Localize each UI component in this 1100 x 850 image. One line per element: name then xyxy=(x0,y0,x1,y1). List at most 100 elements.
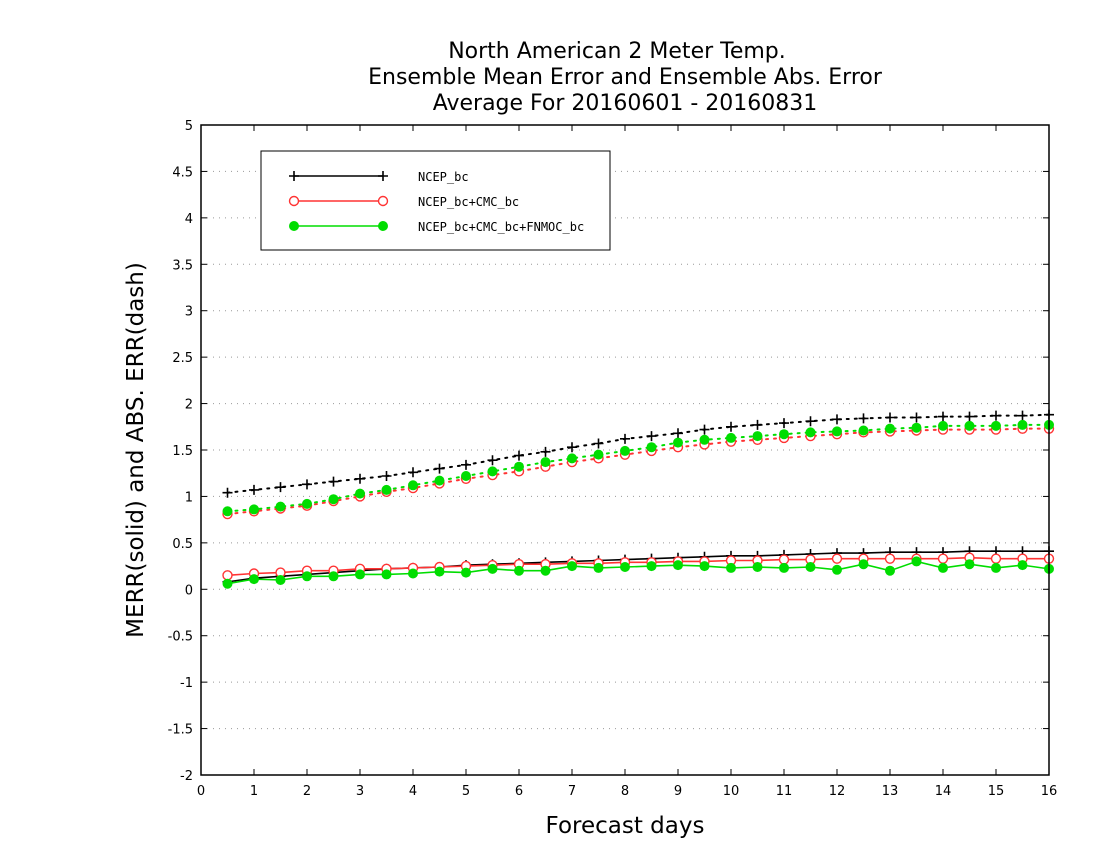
merr-point xyxy=(805,562,816,572)
abs-err-point xyxy=(487,455,498,466)
abs-err-point xyxy=(805,416,816,427)
x-tick-label: 4 xyxy=(409,784,417,799)
legend-marker-start xyxy=(289,171,299,181)
series-NCEP_bc+CMC_bc xyxy=(222,423,1055,581)
abs-err-point xyxy=(991,420,1001,431)
chart-title: North American 2 Meter Temp. Ensemble Me… xyxy=(368,39,883,116)
legend-entry: NCEP_bc+CMC_bc xyxy=(288,195,519,209)
legend-marker-start xyxy=(289,221,299,231)
x-axis-ticks: 0 1 2 3 4 5 6 7 8 9 10 11 12 13 14 15 16 xyxy=(197,125,1057,799)
merr-point xyxy=(355,569,365,580)
y-tick-label: 3.5 xyxy=(172,258,193,273)
merr-point xyxy=(884,553,896,564)
merr-point xyxy=(620,562,630,572)
merr-point xyxy=(408,568,418,579)
title-line-1: North American 2 Meter Temp. xyxy=(448,39,786,64)
y-tick-label: -0.5 xyxy=(168,630,193,645)
x-tick-label: 1 xyxy=(250,784,258,799)
x-tick-label: 9 xyxy=(674,784,682,799)
y-tick-label: 1.5 xyxy=(172,444,193,459)
abs-err-point xyxy=(381,484,392,495)
x-tick-label: 13 xyxy=(882,784,899,799)
abs-err-point xyxy=(302,498,312,509)
abs-err-point xyxy=(1017,419,1028,430)
abs-err-point xyxy=(673,437,683,448)
abs-err-line xyxy=(226,423,1050,513)
abs-err-point xyxy=(567,442,577,453)
merr-point xyxy=(302,571,312,582)
y-tick-label: 4.5 xyxy=(172,165,193,180)
title-line-2: Ensemble Mean Error and Ensemble Abs. Er… xyxy=(368,65,883,90)
abs-err-point xyxy=(911,422,922,433)
abs-err-point xyxy=(514,461,524,472)
abs-err-point xyxy=(222,487,233,498)
merr-point xyxy=(779,562,789,573)
abs-err-point xyxy=(752,419,763,430)
y-tick-label: 3 xyxy=(185,305,193,320)
merr-point xyxy=(222,578,233,589)
x-tick-label: 10 xyxy=(723,784,740,799)
abs-err-point xyxy=(779,429,789,440)
title-line-3: Average For 20160601 - 20160831 xyxy=(433,91,818,116)
y-axis-label: MERR(solid) and ABS. ERR(dash) xyxy=(123,262,149,638)
legend-entry: NCEP_bc+CMC_bc+FNMOC_bc xyxy=(289,220,584,234)
abs-err-point xyxy=(858,425,869,436)
abs-err-point xyxy=(858,413,869,424)
abs-err-point xyxy=(699,434,710,445)
abs-err-point xyxy=(752,431,763,442)
abs-err-point xyxy=(885,412,895,423)
merr-point xyxy=(567,561,577,572)
x-tick-label: 16 xyxy=(1041,784,1058,799)
abs-err-point xyxy=(726,421,736,432)
abs-err-point xyxy=(328,494,339,505)
abs-err-point xyxy=(1017,410,1028,421)
abs-err-point xyxy=(832,414,842,425)
merr-point xyxy=(911,556,922,567)
abs-err-line xyxy=(226,427,1050,516)
merr-point xyxy=(831,553,843,564)
abs-err-point xyxy=(964,420,975,431)
abs-err-point xyxy=(514,450,524,461)
abs-err-point xyxy=(249,504,259,515)
y-tick-label: 0 xyxy=(185,583,193,598)
x-tick-label: 7 xyxy=(568,784,576,799)
merr-point xyxy=(752,562,763,572)
merr-point xyxy=(275,575,286,585)
abs-err-point xyxy=(779,418,789,429)
abs-err-point xyxy=(434,475,445,486)
merr-point xyxy=(249,574,259,585)
merr-point xyxy=(434,566,445,577)
legend-marker-end xyxy=(378,171,388,181)
merr-point xyxy=(699,561,710,572)
x-axis-label: Forecast days xyxy=(546,813,705,839)
x-tick-label: 0 xyxy=(197,784,205,799)
merr-point xyxy=(991,562,1001,573)
merr-line xyxy=(227,560,1050,585)
legend-marker-end xyxy=(378,221,388,231)
merr-point xyxy=(937,553,949,564)
abs-err-point xyxy=(408,480,418,491)
merr-point xyxy=(832,564,842,575)
abs-err-point xyxy=(805,427,816,438)
abs-err-point xyxy=(408,467,418,478)
merr-point xyxy=(540,565,551,576)
y-tick-label: 4 xyxy=(185,212,193,227)
abs-err-point xyxy=(964,411,975,422)
abs-err-point xyxy=(328,476,339,487)
abs-err-point xyxy=(222,506,233,517)
x-tick-label: 6 xyxy=(515,784,523,799)
y-tick-label: 2 xyxy=(185,398,193,413)
abs-err-point xyxy=(646,442,657,453)
abs-err-point xyxy=(381,471,392,481)
merr-point xyxy=(487,563,498,574)
abs-err-point xyxy=(593,449,604,460)
merr-point xyxy=(1017,560,1028,571)
abs-err-point xyxy=(991,410,1001,421)
plot-series xyxy=(222,409,1055,589)
merr-point xyxy=(514,565,524,576)
abs-err-point xyxy=(567,453,577,464)
abs-err-point xyxy=(355,473,365,484)
merr-point xyxy=(990,553,1002,564)
abs-err-point xyxy=(302,479,312,490)
